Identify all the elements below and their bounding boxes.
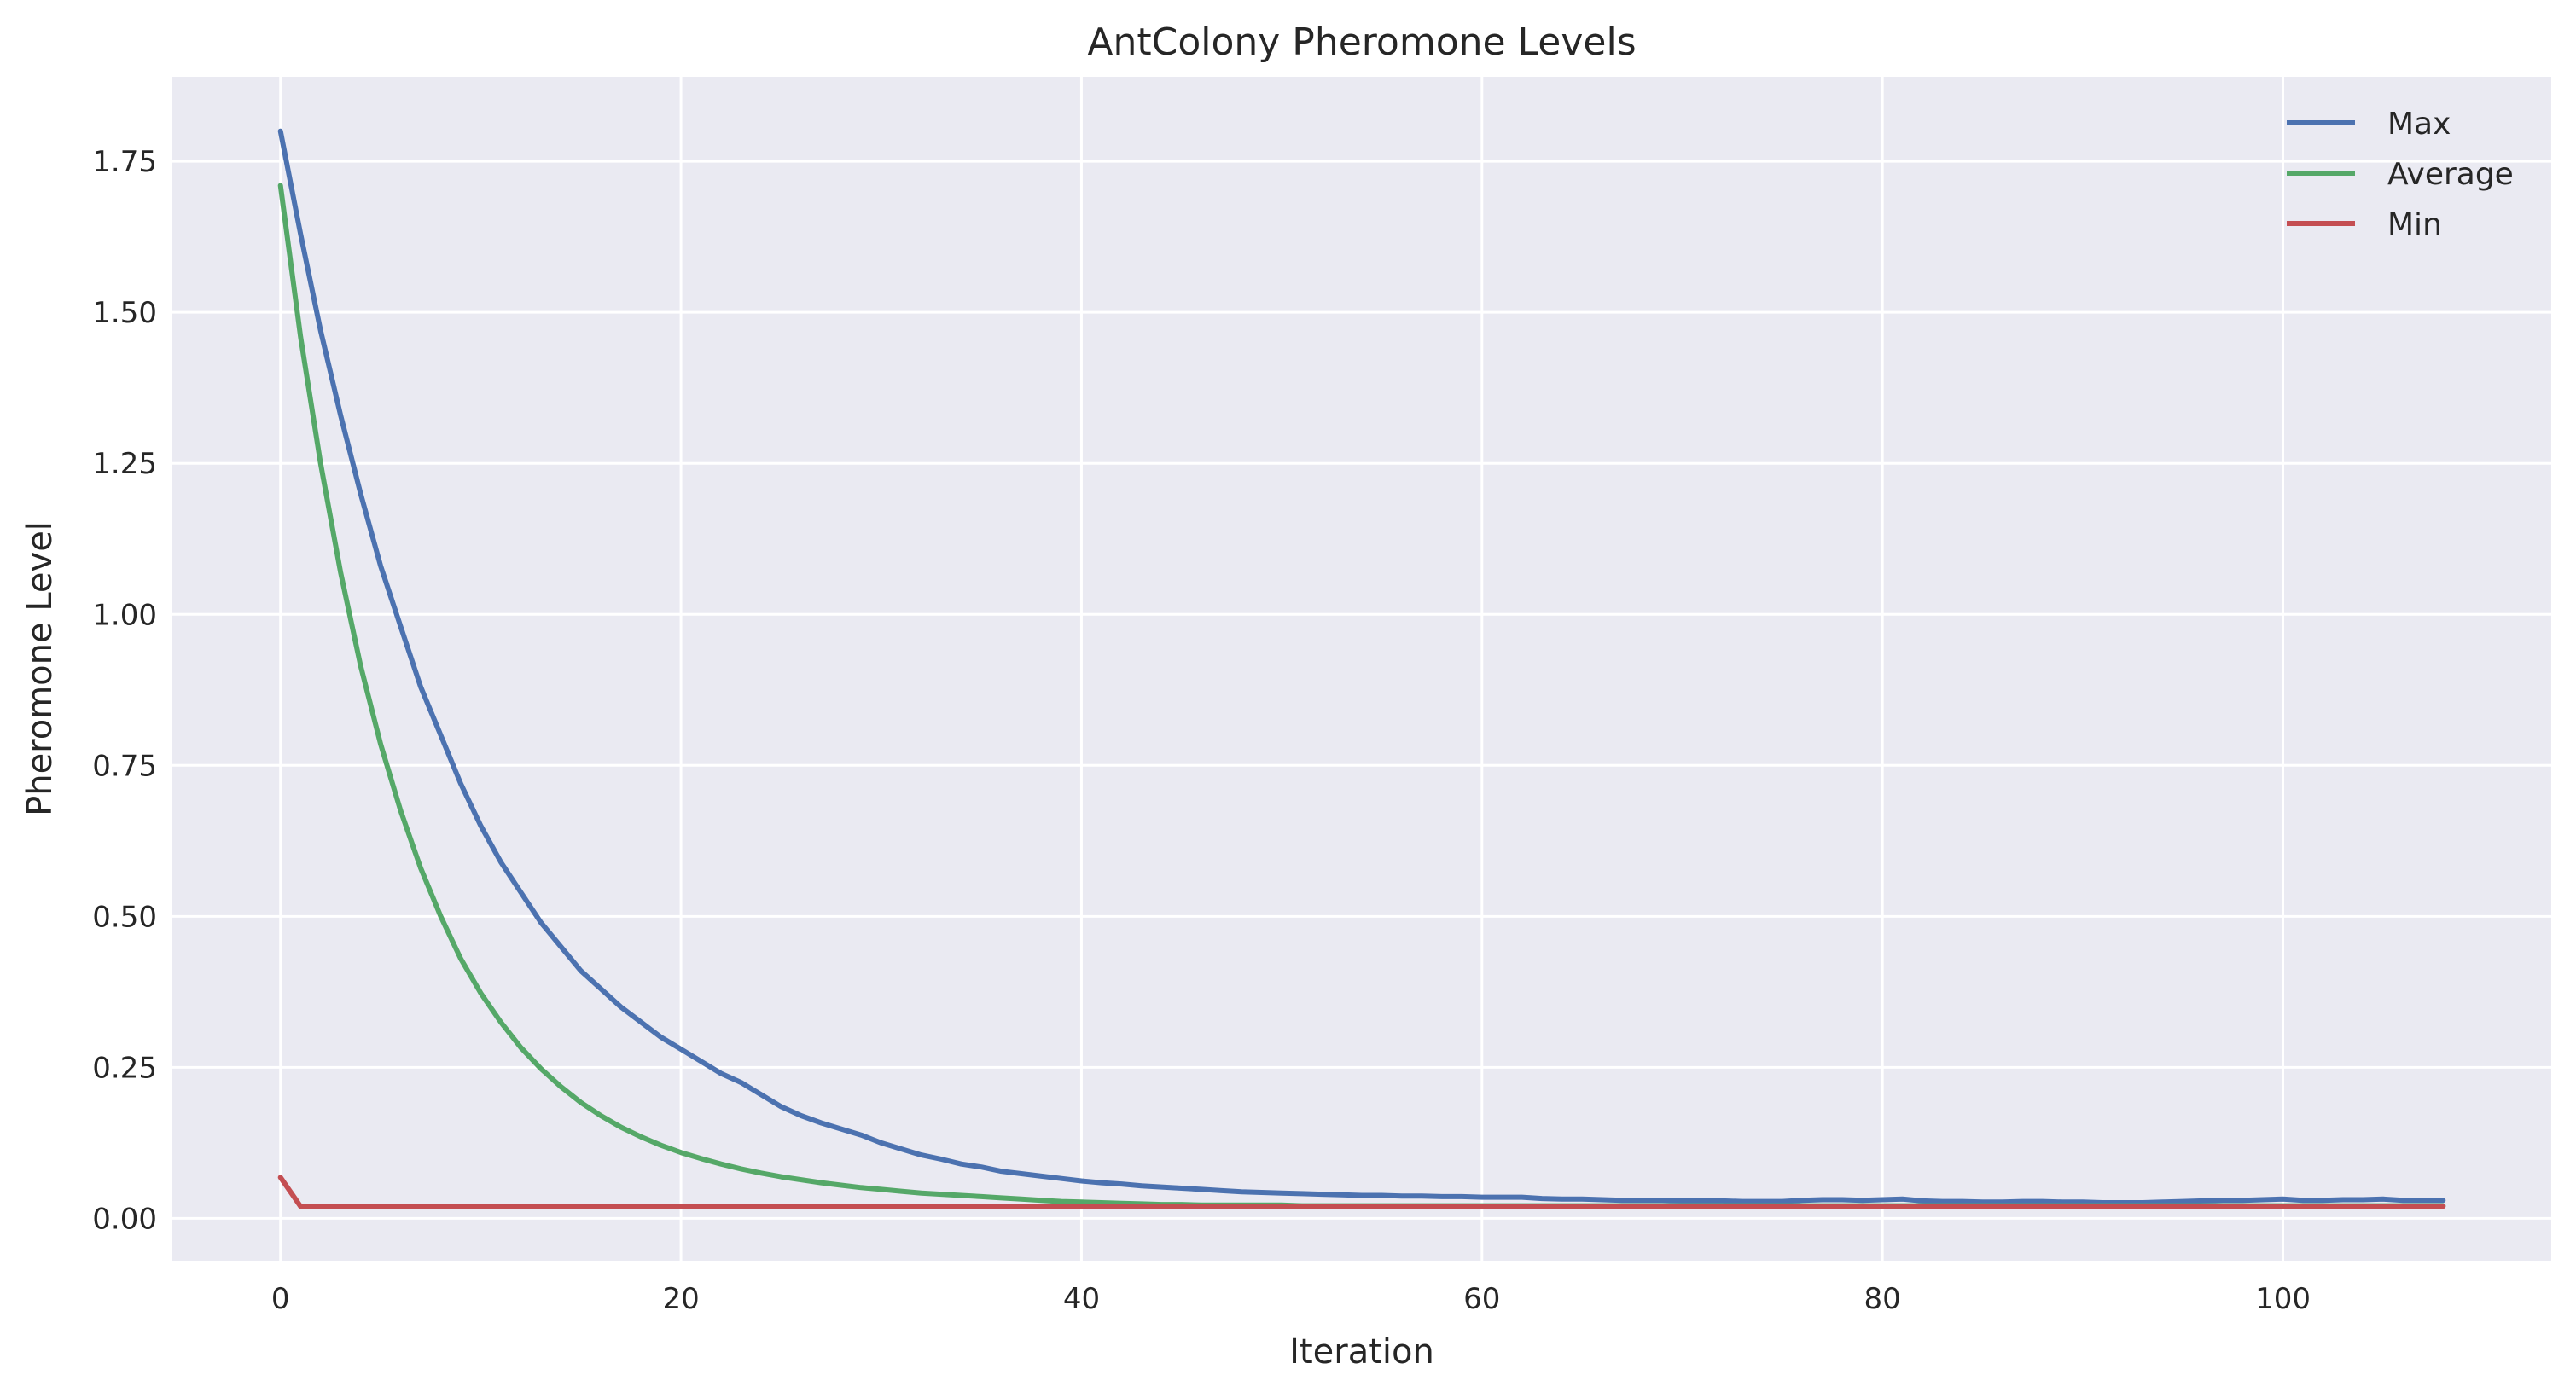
x-tick-label: 40 <box>1063 1282 1100 1316</box>
chart-title: AntColony Pheromone Levels <box>1087 20 1636 64</box>
x-axis-label: Iteration <box>1289 1332 1434 1372</box>
x-tick-label: 0 <box>271 1282 290 1316</box>
grid <box>172 77 2551 1261</box>
legend-label-max: Max <box>2387 107 2451 142</box>
y-tick-label: 0.75 <box>92 749 157 783</box>
series-line-max <box>277 128 2446 1205</box>
x-tick-label: 60 <box>1463 1282 1500 1316</box>
y-tick-label: 1.00 <box>92 598 157 632</box>
series-line-min <box>277 1175 2446 1209</box>
y-tick-label: 1.25 <box>92 447 157 481</box>
series-group <box>277 128 2446 1209</box>
plot-area <box>172 77 2551 1261</box>
x-tick-label: 100 <box>2255 1282 2311 1316</box>
y-tick-label: 1.50 <box>92 296 157 330</box>
y-tick-label: 0.50 <box>92 900 157 934</box>
y-tick-label: 0.00 <box>92 1202 157 1236</box>
legend: Max Average Min <box>2287 107 2514 242</box>
y-tick-label: 1.75 <box>92 145 157 179</box>
x-tick-label: 20 <box>662 1282 699 1316</box>
y-tick-labels: 0.00 0.25 0.50 0.75 1.00 1.25 1.50 1.75 <box>92 145 157 1236</box>
y-axis-label: Pheromone Level <box>20 521 60 816</box>
legend-label-min: Min <box>2387 207 2442 242</box>
x-tick-labels: 0 20 40 60 80 100 <box>271 1282 2311 1316</box>
legend-label-average: Average <box>2387 157 2514 192</box>
y-tick-label: 0.25 <box>92 1051 157 1085</box>
x-tick-label: 80 <box>1864 1282 1901 1316</box>
